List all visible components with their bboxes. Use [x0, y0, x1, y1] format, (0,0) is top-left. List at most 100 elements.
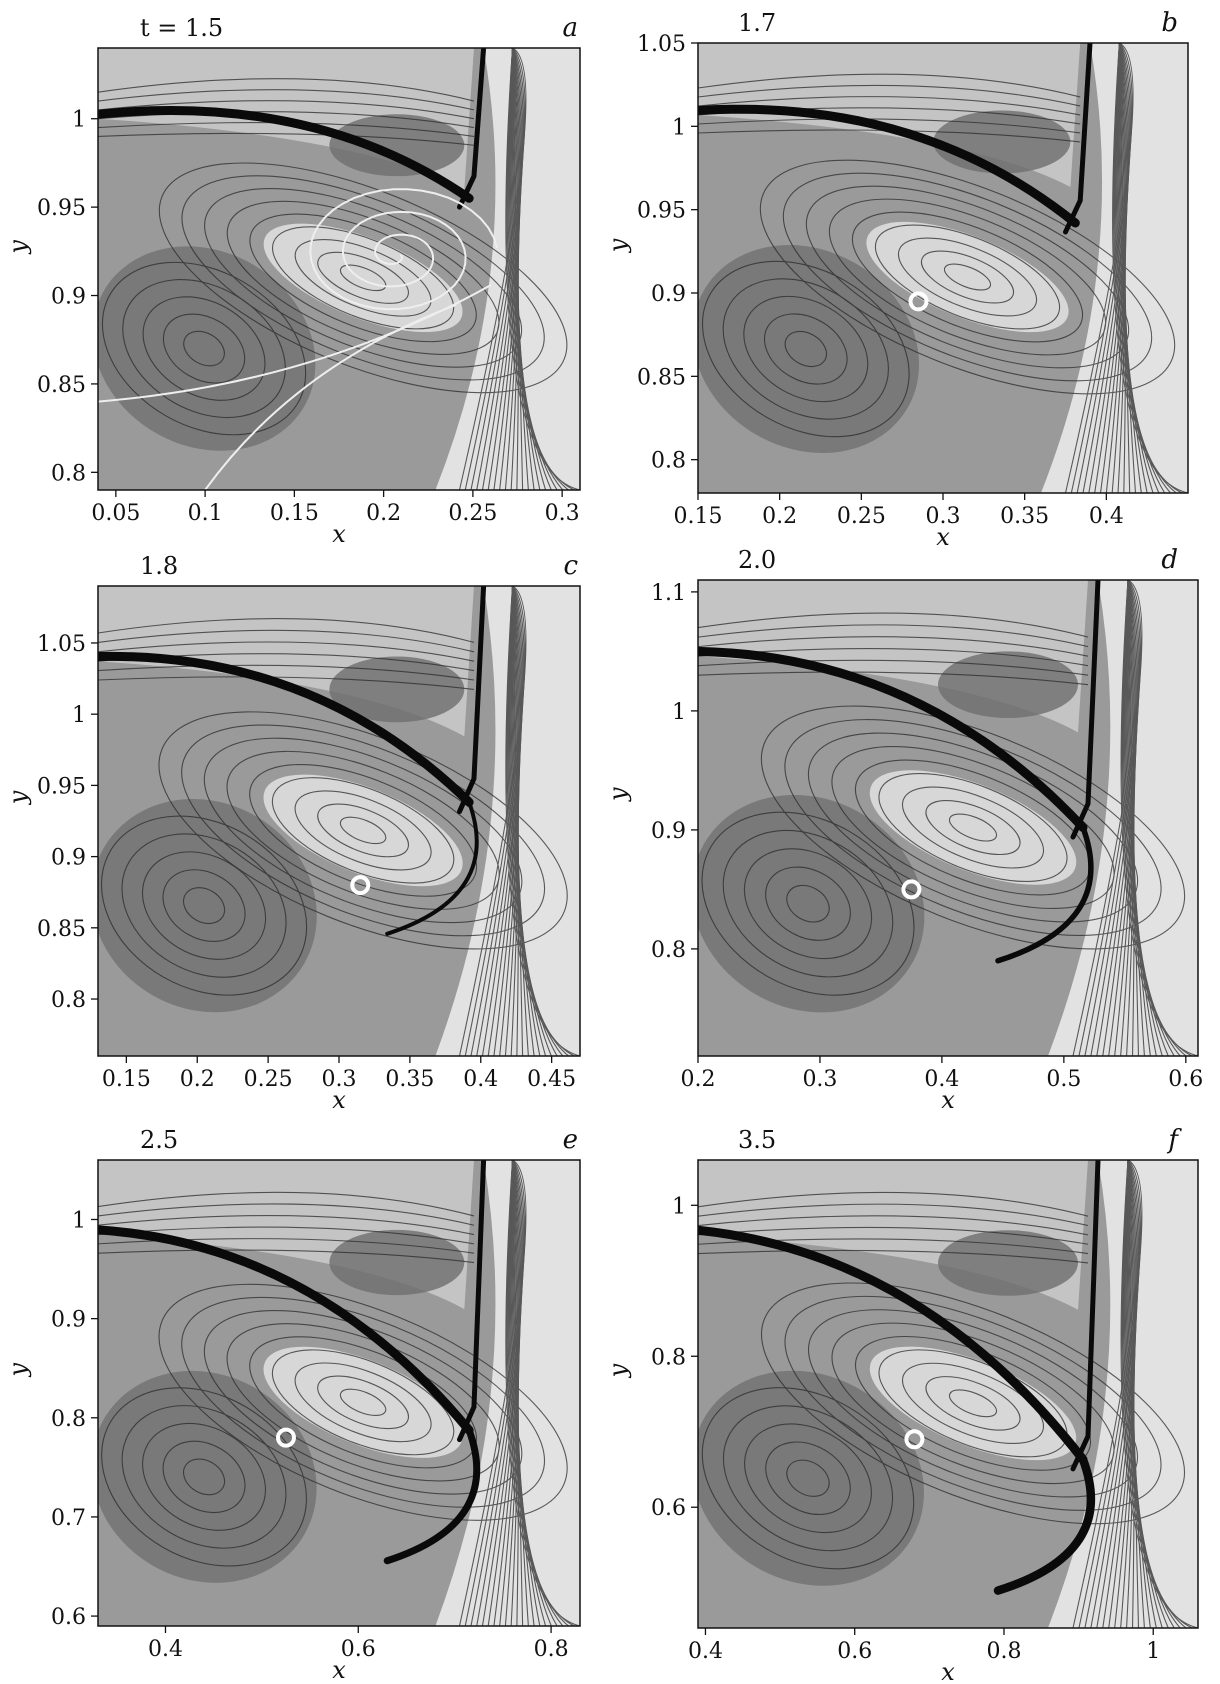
contour-line: [1127, 1160, 1140, 1628]
vortex-center-marker: [901, 879, 922, 900]
x-tick-label: 0.3: [545, 501, 580, 526]
vortex-center-marker: [908, 291, 929, 312]
contour-line: [509, 48, 552, 490]
contour-line: [1127, 1160, 1135, 1628]
plot-frame: [97, 1159, 581, 1627]
lower-dark-region: [98, 798, 317, 1013]
lower-contour: [722, 278, 889, 420]
upper-contour: [98, 1249, 475, 1264]
vortex-contour: [271, 1349, 455, 1456]
y-tick-label: 0.85: [37, 373, 86, 398]
vortex-contour: [271, 226, 455, 330]
contour-line: [1127, 580, 1151, 1056]
contour-line: [1112, 43, 1188, 493]
vortex-contour: [782, 172, 1153, 382]
field-image-c: [98, 586, 580, 1056]
lower-contour: [765, 866, 851, 941]
contour-line: [510, 586, 547, 1056]
lower-contour: [701, 811, 915, 996]
x-tick-label: 0.45: [527, 1067, 576, 1092]
shock-structures: [98, 48, 487, 210]
vortex-lobe: [263, 1346, 463, 1458]
upper-contour: [98, 676, 475, 690]
y-axis-title: y: [604, 1363, 632, 1378]
x-tick-label: 0.1: [188, 501, 223, 526]
upper-contour: [98, 629, 475, 653]
x-tick-label: 0.25: [837, 504, 886, 529]
y-tick-label: 1: [672, 1194, 686, 1219]
vortex-contour: [249, 764, 478, 897]
lower-contour: [121, 833, 287, 978]
wrapping-shock: [385, 800, 479, 936]
upper-contour: [98, 78, 475, 102]
vertical-shock: [457, 1160, 487, 1443]
panel-letter: b: [1161, 8, 1178, 38]
y-tick-label: 1.05: [637, 32, 686, 57]
lower-contour: [100, 815, 308, 996]
lower-contour: [142, 1422, 267, 1531]
y-tick-label: 1.1: [651, 581, 686, 606]
upper-contour: [98, 100, 475, 120]
vortex-contour: [158, 1283, 568, 1521]
x-tick-label: 0.2: [681, 1067, 716, 1092]
contour-line: [1121, 580, 1193, 1056]
x-tick-label: 0.8: [986, 1639, 1021, 1664]
shock-structures: [98, 1160, 487, 1565]
panel-f: 0.4 0.6 0.8 1 0.6 0.8 1 x y 3.5 f: [604, 1125, 1199, 1684]
vortex-contour: [854, 1335, 1092, 1471]
contour-line: [506, 48, 575, 490]
y-axis-title: y: [604, 238, 632, 253]
lower-contour: [162, 313, 246, 384]
plot-frame: [97, 47, 581, 491]
vertical-shock: [1070, 1160, 1101, 1472]
vortex-contour: [203, 737, 523, 924]
contour-line: [511, 1160, 535, 1626]
contour-line: [505, 48, 580, 490]
contour-line: [1127, 580, 1140, 1056]
panel-letter: e: [563, 1125, 578, 1155]
vortex-contour: [901, 1362, 1045, 1445]
contour-line: [1120, 580, 1198, 1056]
y-axis-title: y: [4, 790, 32, 805]
x-tick-label: 0.6: [341, 1637, 376, 1662]
y-axis-title: y: [4, 240, 32, 255]
upper-contour: [698, 1226, 1089, 1245]
vortex-contour: [317, 251, 409, 304]
plot-frame: [697, 579, 1199, 1057]
vortex-contour: [294, 239, 432, 317]
lower-dark-region: [98, 246, 316, 451]
y-tick-label: 1: [72, 1208, 86, 1233]
x-tick-label: 0.3: [802, 1067, 837, 1092]
vortex-contour: [204, 187, 523, 368]
contour-line: [511, 586, 524, 1056]
vortex-lobe: [866, 221, 1069, 333]
upper-contour: [698, 1215, 1089, 1236]
contour-line: [511, 586, 529, 1056]
lower-contour: [784, 330, 828, 368]
wrapping-shock: [383, 1426, 481, 1565]
y-tick-label: 0.95: [37, 196, 86, 221]
vortex-contour: [226, 750, 500, 910]
y-tick-label: 0.8: [51, 461, 86, 486]
x-tick-label: 0.4: [148, 1637, 183, 1662]
y-tick-label: 0.6: [651, 1496, 686, 1521]
bow-shock: [98, 651, 474, 807]
lower-contour: [101, 1387, 307, 1567]
lower-contour: [162, 869, 246, 942]
vortex-contour: [897, 237, 1038, 317]
panel-d: 0.2 0.3 0.4 0.5 0.6 0.8 0.9 1 1.1 x y 2.0 d: [604, 545, 1203, 1114]
vortex-contour: [925, 799, 1021, 856]
contour-line: [1118, 43, 1142, 493]
bow-shock: [98, 106, 474, 203]
upper-contour: [98, 1191, 475, 1217]
y-tick-label: 1: [672, 115, 686, 140]
x-axis-title: x: [332, 1656, 346, 1684]
contour-line: [1118, 43, 1148, 493]
upper-contour: [698, 671, 1089, 686]
vortex-contour: [294, 790, 432, 871]
lower-contour: [101, 261, 307, 436]
vertical-shock: [1070, 580, 1101, 840]
lower-contour: [122, 279, 286, 419]
x-tick-label: 0.35: [1000, 504, 1049, 529]
y-tick-label: 1.05: [37, 632, 86, 657]
